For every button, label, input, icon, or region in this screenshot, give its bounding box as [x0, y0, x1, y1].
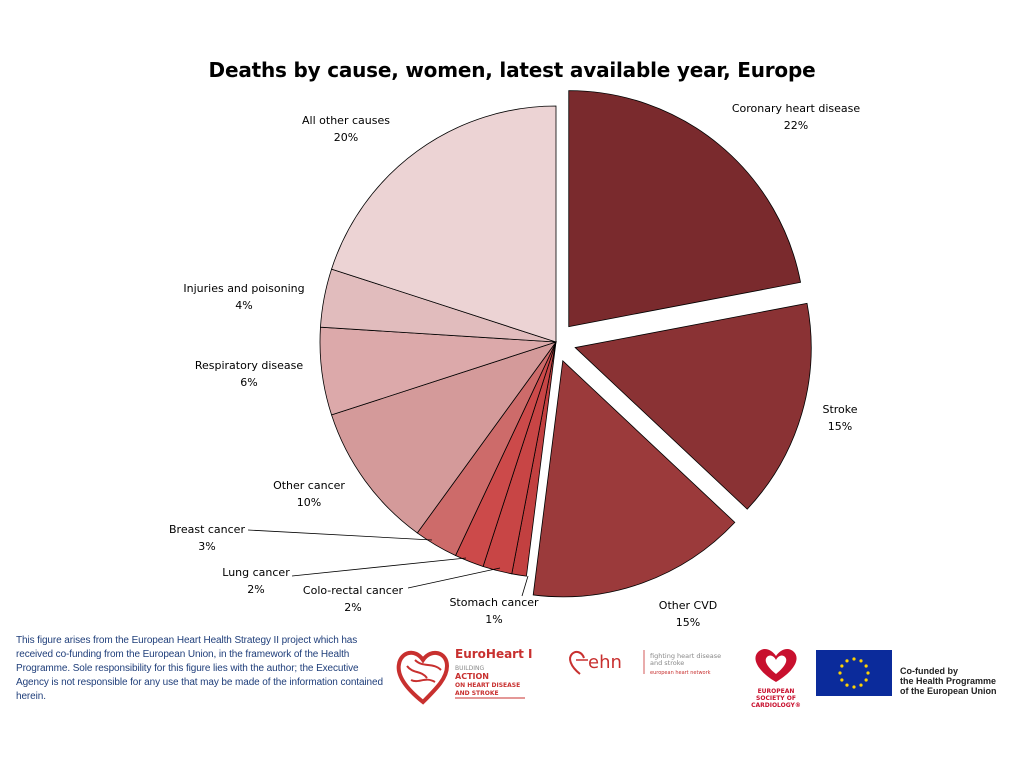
disclaimer-text: This figure arises from the European Hea… — [16, 635, 383, 702]
pie-slice-other-cvd — [532, 359, 736, 598]
euroheart-line1: BUILDING — [455, 665, 484, 672]
eu-star-icon — [840, 678, 844, 682]
slice-label-breast-cancer: Breast cancer — [169, 523, 245, 536]
cofunded-line2: the Health Programme — [900, 676, 997, 686]
ehn-tag2: and stroke — [650, 659, 684, 667]
slice-value-stomach-cancer: 1% — [485, 613, 502, 626]
slice-value-all-other-causes: 20% — [334, 131, 358, 144]
slice-value-other-cvd: 15% — [676, 616, 700, 629]
eu-star-icon — [852, 657, 856, 661]
esc-logo: EUROPEAN SOCIETY OF CARDIOLOGY® — [751, 649, 801, 709]
leader-line-lung-cancer — [291, 557, 467, 577]
slice-value-stroke: 15% — [828, 420, 852, 433]
slice-label-colo-rectal-cancer: Colo-rectal cancer — [303, 584, 404, 597]
slice-label-respiratory-disease: Respiratory disease — [195, 359, 304, 372]
eu-star-icon — [845, 683, 849, 687]
pie-slice-coronary-heart-disease — [568, 90, 802, 328]
euroheart-logo: EuroHeart II BUILDING ACTION ON HEART DI… — [396, 647, 533, 705]
slice-value-injuries-and-poisoning: 4% — [235, 299, 252, 312]
leader-line-stomach-cancer — [521, 575, 529, 597]
euroheart-line2: ACTION — [455, 672, 489, 681]
slice-value-lung-cancer: 2% — [247, 583, 264, 596]
eu-star-icon — [864, 664, 868, 668]
ehn-name: ehn — [588, 652, 622, 673]
eu-star-icon — [852, 685, 856, 689]
slice-label-injuries-and-poisoning: Injuries and poisoning — [183, 282, 304, 295]
eu-star-icon — [859, 683, 863, 687]
slice-label-all-other-causes: All other causes — [302, 114, 390, 127]
euroheart-line3: ON HEART DISEASE — [455, 682, 520, 689]
slice-label-lung-cancer: Lung cancer — [222, 566, 290, 579]
slice-value-coronary-heart-disease: 22% — [784, 119, 808, 132]
eu-flag-icon — [816, 650, 892, 696]
eu-star-icon — [845, 659, 849, 663]
slice-value-breast-cancer: 3% — [198, 540, 215, 553]
pie-slice-other-cancer — [331, 341, 558, 534]
slice-label-coronary-heart-disease: Coronary heart disease — [732, 102, 860, 115]
esc-line1: EUROPEAN — [758, 688, 795, 695]
esc-line3: CARDIOLOGY® — [751, 702, 801, 709]
slice-value-colo-rectal-cancer: 2% — [344, 601, 361, 614]
ehn-tag1: fighting heart disease — [650, 652, 721, 660]
eu-star-icon — [864, 678, 868, 682]
euroheart-name: EuroHeart II — [455, 647, 533, 661]
slice-value-other-cancer: 10% — [297, 496, 321, 509]
eu-star-icon — [840, 664, 844, 668]
eu-star-icon — [859, 659, 863, 663]
eu-star-icon — [866, 671, 870, 675]
pie-slice-all-other-causes — [331, 105, 557, 343]
chart-title: Deaths by cause, women, latest available… — [208, 58, 816, 82]
slice-label-other-cvd: Other CVD — [659, 599, 717, 612]
leader-line-colo-rectal-cancer — [407, 567, 501, 589]
leader-line-breast-cancer — [247, 529, 433, 541]
euroheart-line4: AND STROKE — [455, 690, 499, 697]
cofunded-line3: of the European Union — [900, 686, 997, 696]
ehn-logo: ehn fighting heart disease and stroke eu… — [569, 650, 721, 676]
slice-value-respiratory-disease: 6% — [240, 376, 257, 389]
pie-chart: Coronary heart disease 22% Stroke 15% Other … — [169, 90, 860, 629]
esc-line2: SOCIETY OF — [756, 695, 796, 702]
ehn-tag3: european heart network — [650, 670, 711, 676]
slice-label-stroke: Stroke — [822, 403, 857, 416]
slice-label-other-cancer: Other cancer — [273, 479, 345, 492]
slice-label-stomach-cancer: Stomach cancer — [449, 596, 539, 609]
pie-slice-stroke — [574, 302, 812, 510]
cofunded-text: Co-funded by the Health Programme of the… — [900, 666, 1024, 696]
eu-star-icon — [838, 671, 842, 675]
cofunded-line1: Co-funded by — [900, 666, 958, 676]
